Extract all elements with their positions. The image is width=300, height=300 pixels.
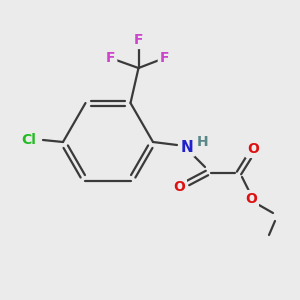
- Text: N: N: [181, 140, 194, 154]
- Text: F: F: [160, 51, 169, 65]
- Text: O: O: [247, 142, 259, 156]
- Text: F: F: [134, 33, 143, 47]
- Text: O: O: [173, 180, 185, 194]
- Text: O: O: [245, 192, 257, 206]
- Text: F: F: [106, 51, 115, 65]
- Text: H: H: [197, 135, 209, 149]
- Text: Cl: Cl: [22, 133, 36, 147]
